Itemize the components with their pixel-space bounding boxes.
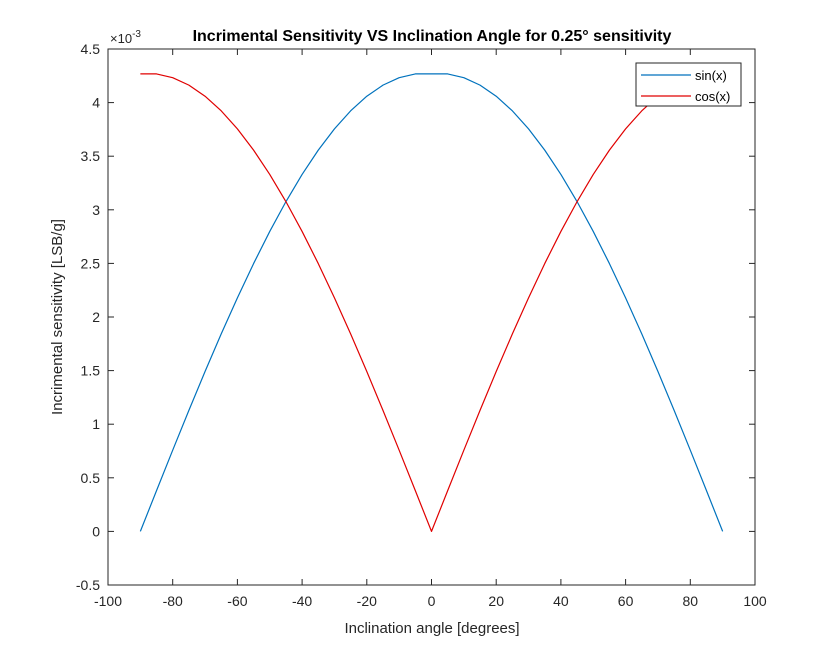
y-tick-label: 4.5 — [81, 41, 101, 57]
x-tick-label: -40 — [292, 593, 312, 609]
x-tick-label: 100 — [743, 593, 767, 609]
y-tick-label: 3 — [92, 202, 100, 218]
x-tick-label: 40 — [553, 593, 569, 609]
axes-box — [107, 48, 756, 586]
y-tick-label: 0.5 — [81, 470, 101, 486]
y-tick-label: 3.5 — [81, 148, 101, 164]
legend[interactable]: sin(x) cos(x) — [635, 62, 742, 107]
y-exponent-power: -3 — [132, 29, 141, 40]
series-line-sin — [139, 73, 724, 532]
x-tick-label: -100 — [94, 593, 122, 609]
y-exponent-label: ×10-3 — [110, 29, 141, 46]
chart-title: Incrimental Sensitivity VS Inclination A… — [193, 28, 672, 45]
x-tick-label: -80 — [163, 593, 183, 609]
x-tick-label: 60 — [618, 593, 634, 609]
x-tick-label: -20 — [357, 593, 377, 609]
series-line-cos — [140, 73, 723, 533]
y-exponent-base: ×10 — [110, 31, 132, 46]
y-tick-label: 2.5 — [81, 255, 101, 271]
x-axis-label: Inclination angle [degrees] — [344, 620, 519, 637]
y-tick-label: 2 — [92, 309, 100, 325]
ticks-layer: -100 -80 -60 -40 -20 0 20 40 60 80 100 -0.5 0 0.5 1 1.5… — [76, 41, 767, 609]
x-tick-label: -60 — [227, 593, 247, 609]
y-tick-label: 1.5 — [81, 363, 101, 379]
legend-label-sin: sin(x) — [695, 68, 727, 83]
x-tick-label: 80 — [683, 593, 699, 609]
y-tick-label: 1 — [92, 416, 100, 432]
x-tick-label: 0 — [428, 593, 436, 609]
legend-box — [635, 62, 742, 107]
y-tick-label: -0.5 — [76, 577, 100, 593]
x-tick-label: 20 — [488, 593, 504, 609]
plot-area — [108, 49, 755, 585]
legend-label-cos: cos(x) — [695, 89, 730, 104]
series-layer — [139, 73, 724, 533]
y-tick-label: 0 — [92, 523, 100, 539]
y-axis-label: Incrimental sensitivity [LSB/g] — [49, 219, 66, 415]
y-tick-label: 4 — [92, 95, 100, 111]
